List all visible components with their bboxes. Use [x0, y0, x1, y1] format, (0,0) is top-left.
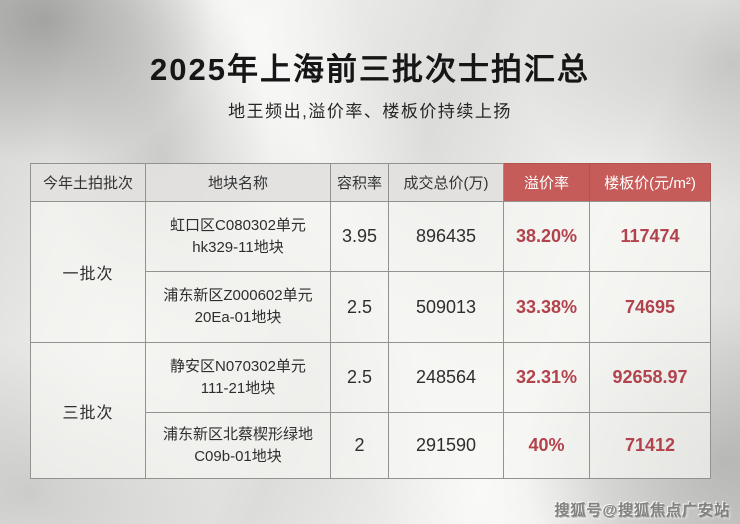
floor-price-cell: 117474 — [589, 201, 711, 272]
total-price-cell: 248564 — [388, 342, 504, 413]
table-header-row: 今年土拍批次 地块名称 容积率 成交总价(万) 溢价率 楼板价(元/m²) — [30, 163, 711, 202]
plot-name-cell: 静安区N070302单元 111-21地块 — [145, 342, 331, 413]
premium-rate-cell: 33.38% — [503, 271, 590, 343]
floor-price-cell: 74695 — [589, 271, 711, 343]
batch-label-first: 一批次 — [30, 201, 146, 343]
plot-name-cell: 浦东新区北蔡楔形绿地 C09b-01地块 — [145, 412, 331, 479]
sohu-watermark: 搜狐号@搜狐焦点广安站 — [554, 502, 730, 519]
header-plot-name: 地块名称 — [145, 163, 331, 202]
header-floor-price: 楼板价(元/m²) — [589, 163, 711, 202]
plot-name-cell: 浦东新区Z000602单元 20Ea-01地块 — [145, 271, 331, 343]
land-auction-table: 今年土拍批次 地块名称 容积率 成交总价(万) 溢价率 楼板价(元/m²) 一批… — [30, 163, 711, 479]
table-row: 一批次 虹口区C080302单元 hk329-11地块 3.95 896435 … — [30, 201, 711, 343]
premium-rate-cell: 32.31% — [503, 342, 590, 413]
plot-name-line1: 静安区N070302单元 — [170, 357, 306, 375]
far-cell: 2.5 — [330, 342, 389, 413]
plot-name-line1: 虹口区C080302单元 — [170, 216, 306, 234]
header-batch: 今年土拍批次 — [30, 163, 146, 202]
page-subtitle: 地王频出,溢价率、楼板价持续上扬 — [228, 102, 512, 121]
total-price-cell: 509013 — [388, 271, 504, 343]
plot-name-line2: C09b-01地块 — [194, 447, 282, 465]
header-far: 容积率 — [330, 163, 389, 202]
header-premium-rate: 溢价率 — [503, 163, 590, 202]
plot-name-line2: hk329-11地块 — [192, 238, 284, 256]
premium-rate-cell: 40% — [503, 412, 590, 479]
table-row: 浦东新区北蔡楔形绿地 C09b-01地块 2 291590 40% 71412 — [31, 412, 711, 479]
premium-rate-cell: 38.20% — [503, 201, 590, 272]
far-cell: 2 — [330, 412, 389, 479]
plot-name-line2: 111-21地块 — [200, 379, 276, 397]
plot-name-line1: 浦东新区北蔡楔形绿地 — [162, 425, 313, 443]
floor-price-cell: 92658.97 — [589, 342, 711, 413]
batch-label-third: 三批次 — [30, 342, 146, 479]
table-row: 三批次 静安区N070302单元 111-21地块 2.5 248564 32.… — [30, 342, 711, 479]
total-price-cell: 291590 — [388, 412, 504, 479]
plot-name-line1: 浦东新区Z000602单元 — [163, 287, 313, 304]
page-title: 2025年上海前三批次士拍汇总 — [150, 52, 590, 87]
plot-name-cell: 虹口区C080302单元 hk329-11地块 — [145, 201, 331, 272]
header-total-price: 成交总价(万) — [388, 163, 504, 202]
far-cell: 2.5 — [330, 271, 389, 343]
table-row: 浦东新区Z000602单元 20Ea-01地块 2.5 509013 33.38… — [31, 271, 711, 343]
total-price-cell: 896435 — [388, 201, 504, 272]
far-cell: 3.95 — [330, 201, 389, 272]
plot-name-line2: 20Ea-01地块 — [194, 309, 282, 326]
floor-price-cell: 71412 — [589, 412, 711, 479]
